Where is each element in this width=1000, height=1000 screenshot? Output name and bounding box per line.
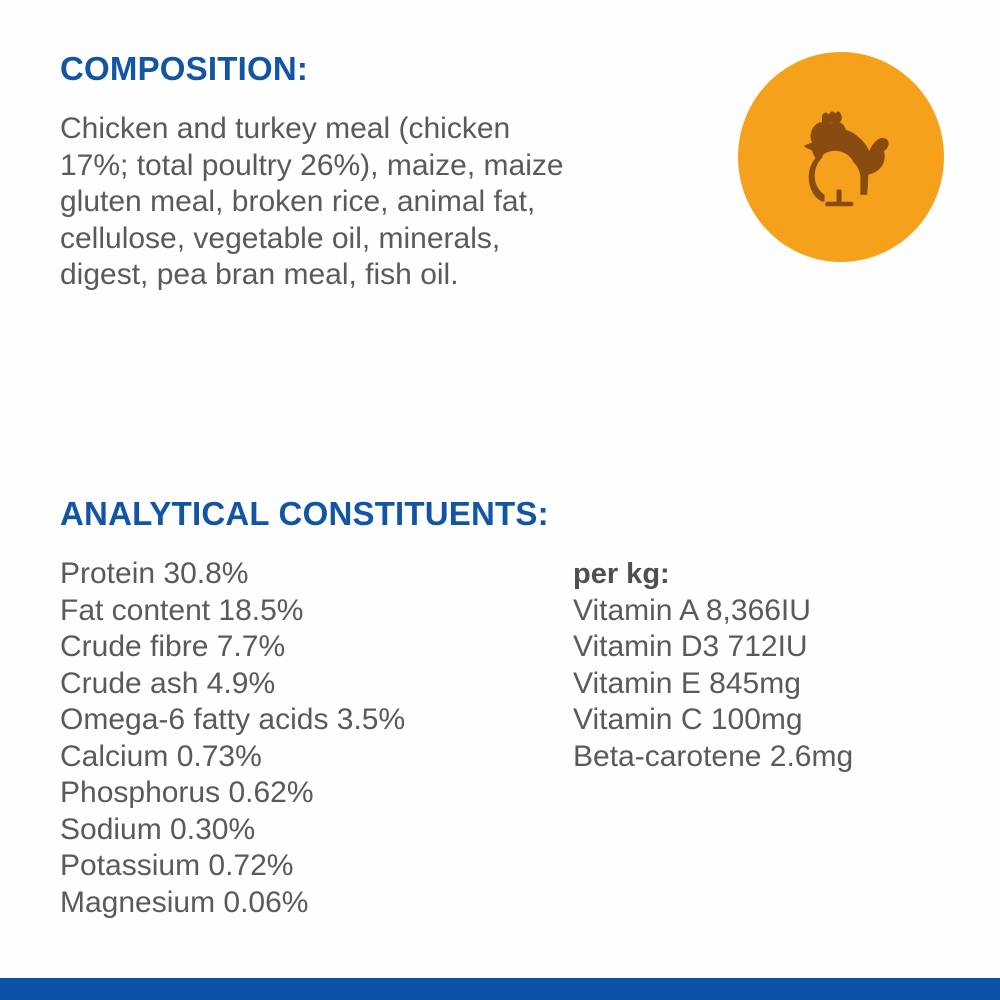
composition-heading: COMPOSITION: bbox=[60, 50, 309, 87]
chicken-icon bbox=[804, 111, 889, 207]
analytical-heading: ANALYTICAL CONSTITUENTS: bbox=[60, 495, 549, 532]
bottom-blue-band bbox=[0, 978, 1000, 1000]
list-item: Omega-6 fatty acids 3.5% bbox=[60, 703, 406, 736]
list-item: Sodium 0.30% bbox=[60, 812, 256, 846]
list-item: Vitamin E 845mg bbox=[573, 666, 801, 700]
composition-body-text: Chicken and turkey meal (chicken 17%; to… bbox=[60, 112, 564, 291]
nutrient-list-left: Protein 30.8% Fat content 18.5% Crude fi… bbox=[60, 556, 573, 921]
composition-section: COMPOSITION: Chicken and turkey meal (ch… bbox=[60, 52, 680, 324]
list-item: Potassium 0.72% bbox=[60, 849, 294, 882]
list-item: Beta-carotene 2.6mg bbox=[573, 739, 854, 773]
list-item: Phosphorus 0.62% bbox=[60, 776, 314, 809]
list-item: Vitamin A 8,366IU bbox=[573, 593, 811, 627]
per-kg-subheading: per kg: bbox=[573, 558, 670, 590]
list-item: Protein 30.8% bbox=[60, 557, 249, 590]
list-item: Magnesium 0.06% bbox=[60, 885, 309, 919]
analytical-right-column: per kg: Vitamin A 8,366IU Vitamin D3 712… bbox=[573, 556, 960, 921]
list-item: Calcium 0.73% bbox=[60, 739, 262, 773]
list-item: Vitamin C 100mg bbox=[573, 703, 803, 736]
list-item: Fat content 18.5% bbox=[60, 593, 304, 627]
list-item: Crude fibre 7.7% bbox=[60, 630, 286, 663]
analytical-columns: Protein 30.8% Fat content 18.5% Crude fi… bbox=[60, 556, 960, 921]
analytical-left-column: Protein 30.8% Fat content 18.5% Crude fi… bbox=[60, 556, 573, 921]
analytical-constituents-section: ANALYTICAL CONSTITUENTS: Protein 30.8% F… bbox=[60, 497, 960, 921]
nutrient-list-right: Vitamin A 8,366IU Vitamin D3 712IU Vitam… bbox=[573, 593, 960, 776]
chicken-badge bbox=[738, 52, 944, 262]
list-item: Crude ash 4.9% bbox=[60, 666, 276, 700]
list-item: Vitamin D3 712IU bbox=[573, 630, 808, 663]
